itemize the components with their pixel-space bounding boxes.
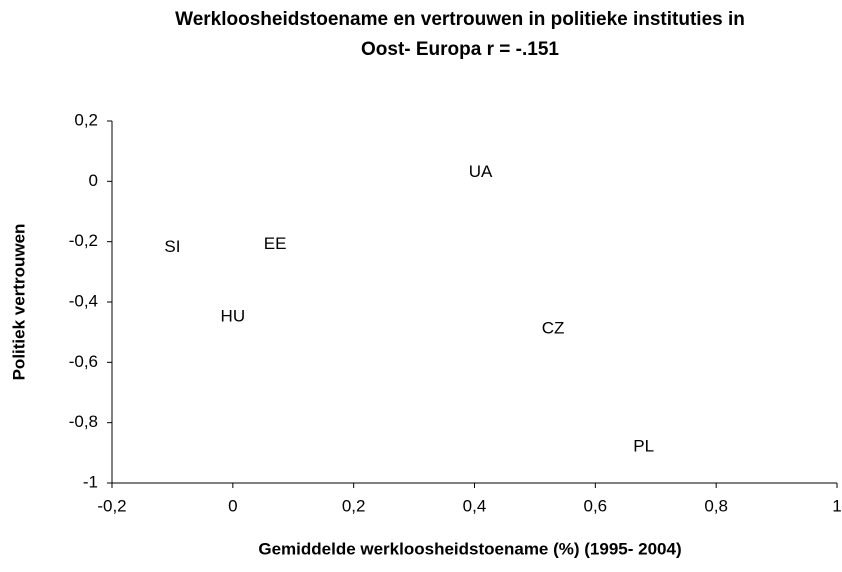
point-label: SI bbox=[164, 237, 180, 256]
point-label: CZ bbox=[542, 319, 565, 338]
y-tick-label: -0,8 bbox=[69, 412, 98, 431]
y-tick-label: -0,6 bbox=[69, 352, 98, 371]
x-tick-label: 0,6 bbox=[584, 496, 608, 515]
y-tick-label: 0 bbox=[89, 171, 98, 190]
x-axis-title: Gemiddelde werkloosheidstoename (%) (199… bbox=[258, 539, 681, 558]
y-tick-label: -0,4 bbox=[69, 291, 98, 310]
x-tick-label: 1 bbox=[832, 496, 841, 515]
point-label: HU bbox=[221, 307, 246, 326]
x-tick-label: -0,2 bbox=[97, 496, 126, 515]
chart-title: Werkloosheidstoename en vertrouwen in po… bbox=[175, 9, 745, 30]
point-label: UA bbox=[469, 162, 493, 181]
point-label: EE bbox=[264, 234, 287, 253]
x-tick-label: 0,8 bbox=[704, 496, 728, 515]
x-tick-label: 0,4 bbox=[463, 496, 487, 515]
chart-title: Oost- Europa r = -.151 bbox=[361, 39, 559, 60]
y-tick-label: -1 bbox=[83, 472, 98, 491]
y-tick-label: 0,2 bbox=[74, 110, 98, 129]
x-tick-label: 0 bbox=[228, 496, 237, 515]
y-tick-label: -0,2 bbox=[69, 231, 98, 250]
x-tick-label: 0,2 bbox=[342, 496, 366, 515]
point-label: PL bbox=[633, 436, 654, 455]
y-axis-title: Politiek vertrouwen bbox=[9, 224, 28, 381]
